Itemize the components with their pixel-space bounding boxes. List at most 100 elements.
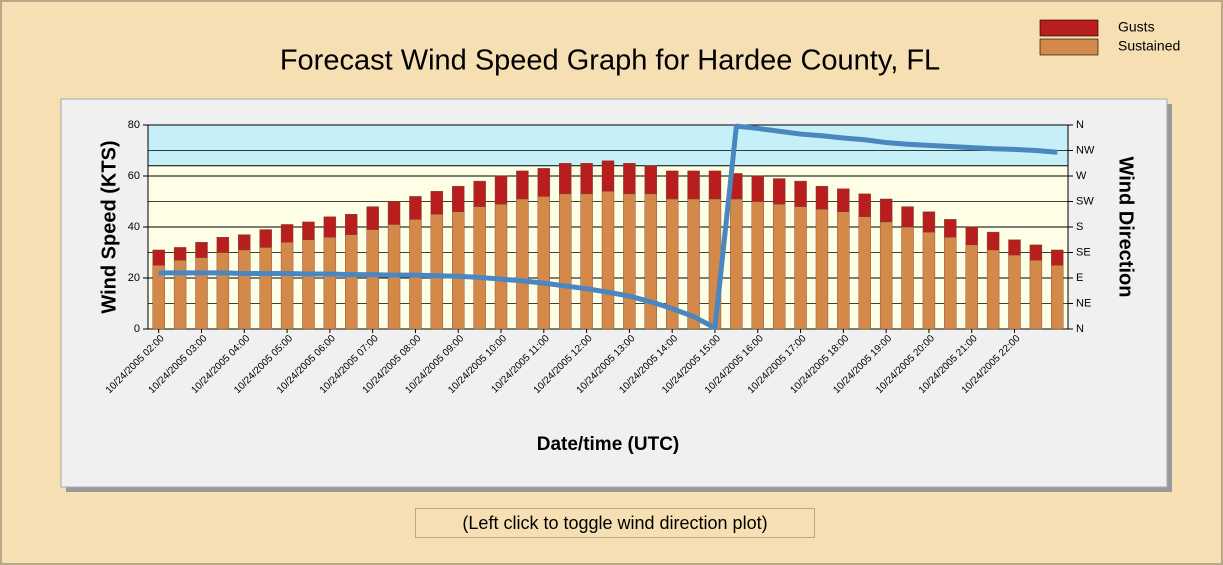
y-tick-label: 0 <box>134 323 140 335</box>
y-tick-label: 80 <box>128 119 140 131</box>
bar <box>687 198 700 330</box>
legend-swatch <box>1039 19 1099 37</box>
bar <box>751 175 764 202</box>
bar <box>430 214 444 330</box>
bar <box>580 193 593 330</box>
bar <box>366 206 379 230</box>
bar <box>280 224 294 243</box>
bar <box>537 168 551 197</box>
chart-title: Forecast Wind Speed Graph for Hardee Cou… <box>280 45 940 77</box>
bar <box>387 201 401 225</box>
bar <box>1029 259 1043 330</box>
bar <box>452 185 465 212</box>
bar <box>559 193 572 330</box>
bar <box>794 206 807 330</box>
bar <box>944 219 957 238</box>
bar <box>687 170 700 200</box>
bar <box>986 249 1000 330</box>
bar <box>238 234 251 251</box>
legend-swatch <box>1039 38 1099 56</box>
bar <box>794 180 807 207</box>
bar <box>901 226 914 330</box>
toggle-button[interactable]: (Left click to toggle wind direction plo… <box>415 508 815 538</box>
bar <box>922 231 936 330</box>
y2-tick-label: E <box>1076 272 1083 284</box>
bar <box>858 216 871 330</box>
bar <box>644 193 657 330</box>
bar <box>665 170 679 200</box>
bar <box>238 249 251 330</box>
bar <box>879 221 893 330</box>
y2-axis-title: Wind Direction <box>1115 157 1137 298</box>
bar <box>473 180 486 207</box>
bar <box>195 242 208 258</box>
bar <box>944 236 957 330</box>
bar <box>1051 249 1064 266</box>
bar <box>1029 244 1043 261</box>
bar <box>1008 239 1021 256</box>
bar <box>537 196 551 330</box>
bar <box>965 244 978 330</box>
y2-tick-label: NW <box>1076 144 1095 156</box>
bar <box>216 236 230 253</box>
direction-line <box>158 123 1058 331</box>
bar <box>965 226 978 246</box>
bar <box>323 216 337 238</box>
bar <box>473 206 486 330</box>
bar <box>259 247 272 330</box>
bar <box>986 231 1000 251</box>
bar <box>409 196 422 220</box>
bar <box>345 234 358 330</box>
bar <box>516 170 529 200</box>
y2-tick-label: SE <box>1076 246 1091 258</box>
bar <box>879 198 893 223</box>
bar <box>901 206 914 228</box>
bar <box>601 160 615 192</box>
bar <box>345 214 358 235</box>
bar <box>772 178 786 205</box>
bar <box>366 229 379 330</box>
bar <box>644 165 657 195</box>
legend-label: Gusts <box>1118 19 1155 35</box>
bar <box>494 175 508 205</box>
bar <box>216 252 230 330</box>
y2-tick-label: S <box>1076 221 1083 233</box>
bar <box>815 185 829 210</box>
y-tick-label: 20 <box>128 272 140 284</box>
legend-label: Sustained <box>1118 38 1180 54</box>
bar <box>494 203 508 330</box>
y2-tick-label: NE <box>1076 297 1091 309</box>
bar <box>837 211 850 330</box>
bar <box>815 208 829 330</box>
bar <box>323 236 337 330</box>
bar <box>580 163 593 195</box>
bar <box>452 211 465 330</box>
bar <box>173 247 187 261</box>
bar <box>302 221 315 240</box>
bar <box>922 211 936 233</box>
bar <box>559 163 572 195</box>
bar <box>152 249 165 266</box>
bar <box>623 163 636 195</box>
bar <box>772 203 786 330</box>
bar <box>837 188 850 212</box>
bar <box>708 170 722 200</box>
bar <box>430 191 444 215</box>
bar <box>1051 265 1064 330</box>
bar <box>1008 254 1021 330</box>
bar <box>601 191 615 330</box>
y-tick-label: 60 <box>128 170 140 182</box>
y-tick-label: 40 <box>128 221 140 233</box>
bar <box>623 193 636 330</box>
bar <box>516 198 529 330</box>
bar <box>751 201 764 330</box>
bar <box>730 198 743 330</box>
y2-tick-label: W <box>1076 170 1087 182</box>
bar <box>195 257 208 330</box>
bar <box>280 242 294 330</box>
y2-tick-label: N <box>1076 323 1084 335</box>
bar <box>259 229 272 248</box>
bar <box>858 193 871 218</box>
